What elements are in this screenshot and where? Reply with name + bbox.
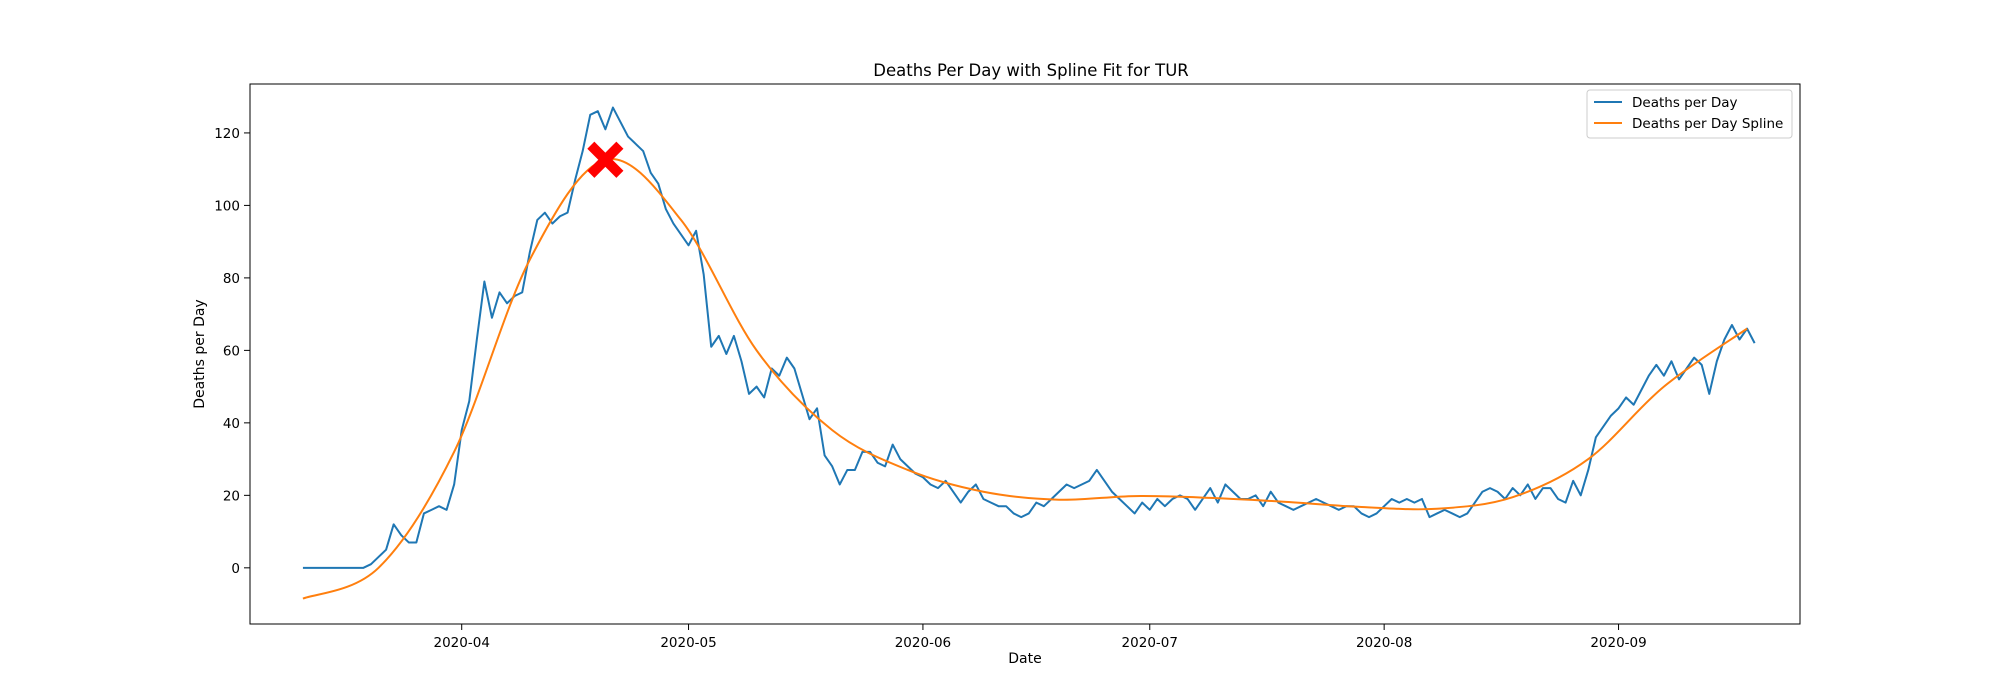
x-tick-label-2: 2020-06 <box>895 635 951 651</box>
x-tick-label-1: 2020-05 <box>660 635 716 651</box>
y-tick-label-1: 20 <box>223 488 240 504</box>
y-tick-label-0: 0 <box>231 561 240 577</box>
chart-title: Deaths Per Day with Spline Fit for TUR <box>873 61 1188 80</box>
y-axis: 0 20 40 60 80 100 120 <box>214 126 250 577</box>
x-tick-label-5: 2020-09 <box>1590 635 1646 651</box>
peak-marker <box>587 141 624 178</box>
x-tick-label-4: 2020-08 <box>1356 635 1412 651</box>
y-tick-label-4: 80 <box>223 271 240 287</box>
series-deaths-per-day-spline-line <box>302 157 1748 600</box>
series-deaths-per-day-line <box>302 106 1756 569</box>
legend-label-deaths-per-day: Deaths per Day <box>1632 95 1738 111</box>
y-tick-label-2: 40 <box>223 416 240 432</box>
plot-frame <box>249 83 1801 625</box>
x-axis-label: Date <box>1008 651 1041 667</box>
legend-frame <box>1586 89 1793 139</box>
x-axis: 2020-04 2020-05 2020-06 2020-07 2020-08 2020-… <box>434 624 1647 651</box>
legend: Deaths per Day Deaths per Day Spline <box>1586 89 1793 139</box>
plot-area <box>302 106 1756 600</box>
x-tick-label-3: 2020-07 <box>1122 635 1178 651</box>
y-tick-label-3: 60 <box>223 343 240 359</box>
x-tick-label-0: 2020-04 <box>434 635 490 651</box>
y-axis-label: Deaths per Day <box>192 299 208 408</box>
legend-label-deaths-per-day-spline: Deaths per Day Spline <box>1632 116 1783 132</box>
y-tick-label-5: 100 <box>214 198 240 214</box>
y-tick-label-6: 120 <box>214 126 240 142</box>
